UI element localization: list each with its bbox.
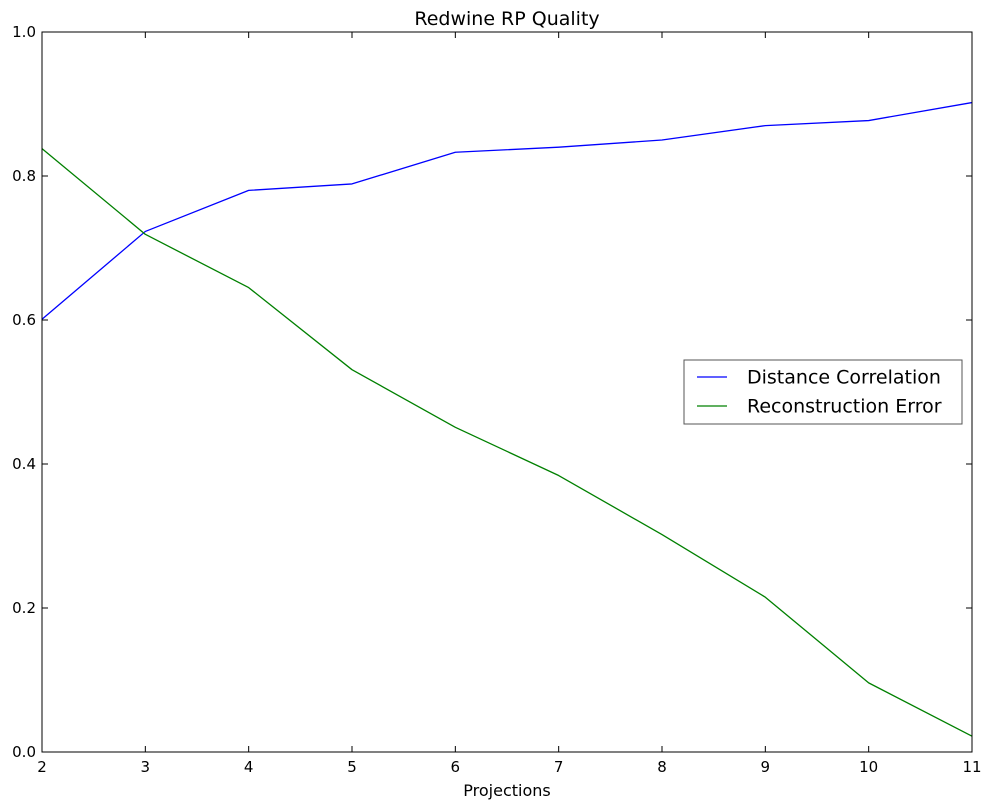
- x-tick-label: 11: [962, 758, 981, 776]
- y-tick-label: 0.8: [12, 167, 36, 185]
- y-tick-label: 1.0: [12, 23, 36, 41]
- x-tick-label: 4: [244, 758, 254, 776]
- x-tick-label: 2: [37, 758, 47, 776]
- x-tick-label: 10: [859, 758, 878, 776]
- x-tick-label: 3: [141, 758, 151, 776]
- x-tick-label: 5: [347, 758, 357, 776]
- y-tick-label: 0.2: [12, 599, 36, 617]
- x-axis-title: Projections: [463, 781, 550, 800]
- plot-area: 2 3 4 5 6 7 8 9 10 11 0.0 0.2 0.4 0.6 0.8 1.0 Distance C…: [12, 23, 981, 776]
- series-line-1: [41, 101, 973, 320]
- x-tick-label: 9: [761, 758, 771, 776]
- legend-label-2: Reconstruction Error: [747, 396, 942, 418]
- legend-label-1: Distance Correlation: [747, 367, 941, 389]
- y-tick-label: 0.6: [12, 311, 36, 329]
- y-tick-label: 0.4: [12, 455, 36, 473]
- x-tick-label: 8: [657, 758, 667, 776]
- y-tick-label: 0.0: [12, 743, 36, 761]
- series-line-2: [41, 148, 973, 737]
- chart-title: Redwine RP Quality: [414, 8, 599, 30]
- plot-frame: [41, 31, 973, 753]
- x-tick-label: 6: [451, 758, 461, 776]
- x-tick-label: 7: [554, 758, 564, 776]
- legend-box: [683, 359, 963, 425]
